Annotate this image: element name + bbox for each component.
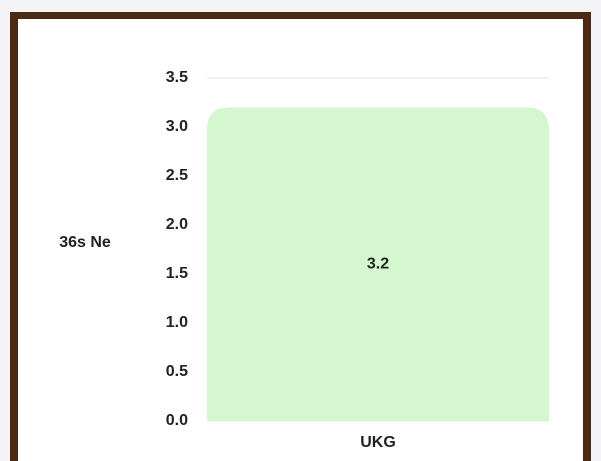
y-tick-label: 2.5: [166, 167, 188, 184]
y-tick-label: 0.0: [166, 412, 188, 429]
bar: [207, 107, 549, 422]
y-tick-label: 1.0: [166, 314, 188, 331]
y-axis-label: 36s Ne: [59, 234, 111, 251]
y-tick-label: 2.0: [166, 216, 188, 233]
y-tick-label: 1.5: [166, 265, 188, 282]
y-tick-label: 0.5: [166, 363, 188, 380]
y-tick-label: 3.0: [166, 118, 188, 135]
data-label: 3.2: [367, 255, 389, 272]
x-tick-label: UKG: [360, 434, 396, 451]
y-tick-label: 3.5: [166, 69, 188, 86]
